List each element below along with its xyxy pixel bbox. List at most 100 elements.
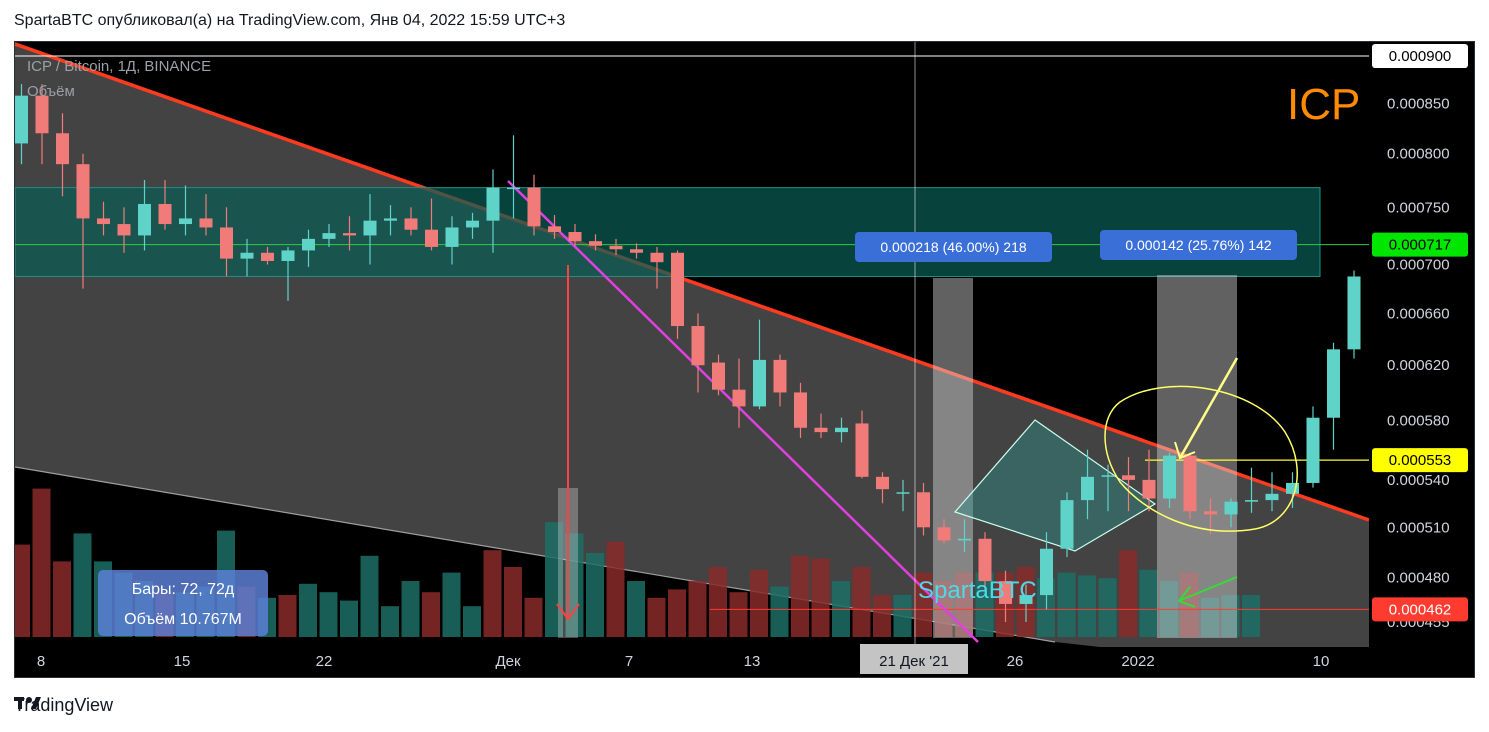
- watermark-icp: ICP: [1287, 80, 1360, 129]
- candle-body: [466, 220, 479, 228]
- candle-body: [835, 427, 848, 433]
- candle-body: [15, 95, 28, 144]
- candle-body: [1306, 417, 1320, 483]
- volume-bar: [791, 555, 809, 637]
- candle-body: [322, 233, 336, 239]
- candle-body: [527, 187, 541, 227]
- volume-bar: [32, 488, 51, 637]
- y-tick-label: 0.000580: [1387, 413, 1450, 430]
- candle-body: [343, 233, 356, 236]
- price-label-bg: [1372, 232, 1468, 257]
- candle-body: [261, 252, 274, 261]
- candle-body: [691, 326, 705, 366]
- candle-body: [179, 218, 192, 225]
- x-tick-label: 22: [316, 653, 333, 670]
- volume-bar: [1057, 572, 1076, 637]
- range-info-bg: [98, 570, 268, 636]
- candle-body: [589, 241, 602, 246]
- volume-bar: [975, 572, 994, 637]
- drop-arrow-head: [556, 603, 580, 621]
- volume-bar: [770, 586, 789, 637]
- y-tick-label: 0.000540: [1387, 472, 1450, 489]
- y-tick-label: 0.000750: [1387, 199, 1450, 216]
- candle-body: [1101, 475, 1115, 477]
- candle-body: [363, 220, 377, 236]
- candle-body: [917, 492, 930, 528]
- volume-bar: [668, 589, 686, 637]
- range-volume-text: Объём 10.767M: [124, 611, 242, 628]
- time-axis-bg: [15, 647, 1369, 677]
- candle-body: [732, 389, 746, 407]
- candle-body: [794, 392, 807, 428]
- candle-body: [814, 427, 828, 433]
- candle-body: [1183, 455, 1197, 512]
- y-tick-label: 0.000700: [1387, 257, 1450, 274]
- x-tick-label: 7: [625, 653, 633, 670]
- volume-bar: [1201, 597, 1219, 637]
- x-tick-label: 13: [744, 653, 761, 670]
- legend-volume-label: Объём: [27, 83, 75, 100]
- chart-area[interactable]: ICP / Bitcoin, 1Д, BINANCE Объём ICP Sparta…: [14, 41, 1475, 678]
- candle-body: [999, 581, 1012, 604]
- volume-bar: [873, 595, 891, 637]
- candle-body: [1327, 349, 1340, 418]
- volume-bar: [524, 597, 543, 637]
- price-label: 0.000717: [1372, 232, 1468, 257]
- volume-bar: [340, 600, 358, 637]
- price-label-bg: [1372, 44, 1468, 68]
- candle-body: [445, 227, 459, 247]
- measure-label-2-text: 0.000142 (25.76%) 142: [1125, 237, 1272, 253]
- candle-body: [117, 224, 131, 236]
- yellow-arrow-shaft: [1178, 357, 1239, 459]
- candle-body: [958, 538, 971, 541]
- channel-upper-trendline: [15, 42, 1370, 522]
- candle-body: [1347, 276, 1361, 350]
- candle-body: [56, 133, 69, 165]
- candle-body: [937, 527, 951, 541]
- range-info-box: Бары: 72, 72д Объём 10.767M: [98, 570, 268, 636]
- candle-body: [240, 252, 254, 259]
- volume-bar: [606, 541, 625, 637]
- candle-body: [404, 218, 418, 230]
- price-axis-bg: [1369, 42, 1474, 677]
- y-tick-label: 0.000800: [1387, 146, 1450, 163]
- volume-bar: [381, 606, 399, 637]
- price-label-text: 0.000553: [1389, 452, 1452, 469]
- volume-bar: [852, 567, 871, 637]
- volume-bar: [586, 553, 604, 637]
- x-tick-label: 8: [37, 653, 45, 670]
- volume-bar: [360, 555, 379, 637]
- price-label: 0.000553: [1372, 448, 1468, 473]
- x-tick-label: 10: [1313, 653, 1330, 670]
- candle-body: [1163, 455, 1176, 499]
- candle-body: [1019, 595, 1033, 604]
- candle-body: [896, 492, 910, 494]
- volume-bar: [1078, 575, 1096, 637]
- candle-body: [671, 252, 684, 327]
- volume-bar: [688, 581, 707, 637]
- measure-label-2: 0.000142 (25.76%) 142: [1100, 230, 1297, 260]
- candle-body: [507, 187, 520, 190]
- volume-bar: [15, 544, 30, 637]
- y-tick-label: 0.000480: [1387, 570, 1450, 587]
- candle-body: [1040, 548, 1053, 596]
- x-tick-label: Дек: [495, 653, 521, 670]
- price-label-text: 0.000900: [1389, 48, 1452, 65]
- crosshair-date-text: 21 Дек '21: [879, 653, 949, 670]
- candle-body: [486, 187, 500, 221]
- volume-bar: [627, 581, 645, 637]
- candle-body: [630, 249, 643, 253]
- x-tick-label: 2022: [1121, 653, 1154, 670]
- candle-body: [281, 250, 295, 261]
- chart-svg[interactable]: ICP / Bitcoin, 1Д, BINANCE Объём ICP Sparta…: [15, 42, 1474, 677]
- price-label-text: 0.000717: [1389, 237, 1452, 254]
- candle-body: [650, 252, 664, 263]
- volume-bar: [278, 595, 297, 637]
- candle-body: [568, 231, 582, 242]
- range-bars-text: Бары: 72, 72д: [132, 581, 235, 598]
- x-tick-label: 15: [174, 653, 191, 670]
- volume-bar: [422, 592, 440, 637]
- candle-body: [199, 218, 213, 228]
- x-tick-label: 26: [1007, 653, 1024, 670]
- candle-body: [609, 245, 623, 250]
